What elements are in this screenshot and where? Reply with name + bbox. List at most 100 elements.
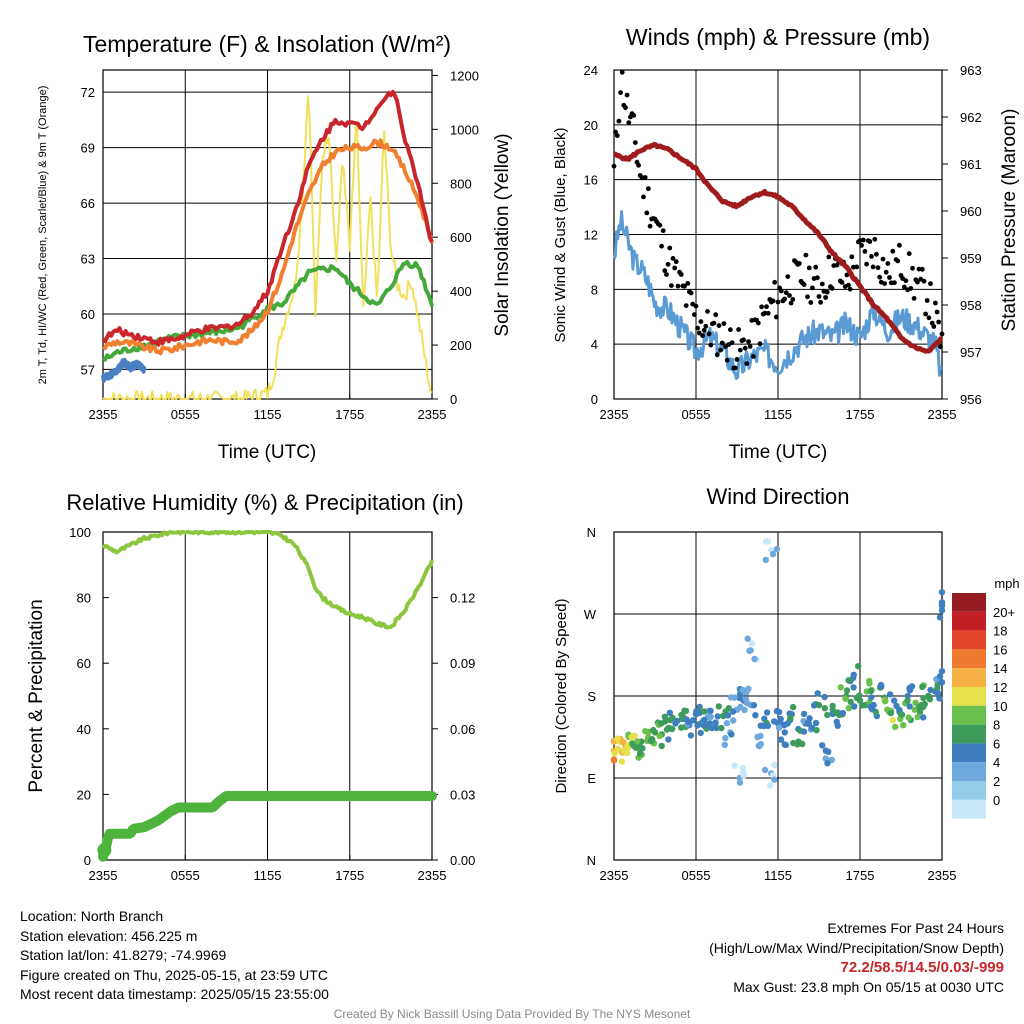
gust-point [611, 163, 617, 169]
gust-point [887, 275, 892, 280]
dir-point [775, 724, 783, 731]
gust-point [815, 275, 820, 281]
dir-point [819, 742, 826, 749]
gust-point [737, 347, 743, 353]
rh-series-precipitation [98, 791, 437, 862]
gust-point [619, 69, 625, 75]
dir-point [914, 713, 921, 721]
gust-point [624, 92, 630, 98]
dir-point [729, 708, 737, 715]
temp-ylabel-left-1: 60 [81, 307, 95, 322]
gust-point [882, 281, 887, 286]
gust-point [631, 113, 637, 118]
gust-point [642, 175, 648, 180]
gust-point [665, 261, 671, 267]
precip-start-marker [97, 843, 112, 858]
dir-xtick-label-1: 0555 [682, 868, 711, 883]
dir-point [906, 703, 913, 710]
gust-point [751, 354, 756, 359]
gust-point [647, 223, 653, 229]
gust-point [632, 140, 638, 146]
dir-point [628, 733, 635, 741]
gust-point [701, 327, 707, 333]
gust-point [783, 290, 789, 296]
gust-point [869, 254, 874, 259]
gust-point [824, 289, 830, 295]
gust-point [801, 282, 807, 288]
rh-ylabel-left-4: 80 [77, 591, 91, 606]
wind-xtick-label-2: 1155 [764, 407, 792, 422]
dir-point [851, 703, 858, 710]
gust-point [906, 251, 912, 256]
dir-point [837, 684, 844, 691]
gust-point [695, 325, 700, 331]
gust-point [644, 210, 650, 216]
dir-point [647, 737, 654, 745]
gust-point [816, 294, 822, 299]
dir-point [936, 695, 943, 702]
gust-point [870, 264, 876, 270]
gust-point [826, 254, 832, 260]
gust-point [700, 333, 705, 338]
dir-point [842, 695, 849, 702]
dir-point [850, 671, 857, 678]
gust-point [759, 304, 764, 310]
speed-legend [952, 593, 986, 819]
dir-point [668, 725, 676, 733]
dir-point [905, 714, 912, 721]
dir-frame [613, 531, 943, 861]
dir-point [904, 692, 911, 700]
dir-point [911, 706, 918, 713]
wind-ylabel-right-6: 962 [960, 110, 982, 125]
gust-point [713, 312, 719, 318]
gust-point [772, 279, 778, 285]
dir-point [938, 602, 946, 609]
dir-point [845, 677, 852, 684]
gust-point [924, 298, 930, 303]
dir-point [886, 691, 894, 698]
gust-point [911, 296, 917, 301]
gust-point [719, 340, 725, 346]
gust-point [897, 242, 902, 248]
gust-point [708, 342, 714, 348]
dir-point [867, 687, 875, 695]
rh-ylabel-right-0: 0.00 [450, 853, 475, 868]
gust-point [847, 286, 853, 292]
dir-point [936, 614, 944, 621]
gust-point [742, 345, 748, 351]
dir-point [829, 702, 836, 710]
legend-swatch-4 [952, 668, 986, 687]
dir-point [715, 703, 722, 710]
dir-point [623, 749, 631, 756]
gust-point [716, 323, 722, 328]
legend-label-9: 2 [993, 774, 1000, 789]
gust-point [926, 315, 932, 321]
dir-point [714, 713, 721, 720]
temp-series-9m-t [101, 138, 434, 356]
gust-point [724, 357, 730, 363]
created-text: Figure created on Thu, 2025-05-15, at 23… [20, 966, 328, 983]
wind-ylabel-left-3: 12 [584, 228, 598, 243]
dir-point [661, 718, 669, 725]
dir-point [781, 729, 788, 736]
dir-point [718, 724, 725, 732]
dir-point [769, 550, 777, 558]
wind-xtick-label-0: 2355 [600, 407, 629, 422]
temp-xtick-label-3: 1755 [335, 407, 364, 422]
dir-point [728, 731, 735, 738]
gust-point [660, 228, 666, 234]
gust-point [729, 340, 735, 346]
rh-xtick-label-2: 1155 [254, 868, 282, 883]
dir-point [825, 748, 832, 755]
dir-point [636, 750, 644, 757]
gust-point [849, 254, 855, 260]
gust-point [673, 259, 679, 265]
dir-point [740, 772, 747, 779]
gust-point [774, 314, 779, 320]
gust-point [846, 282, 851, 288]
rh-ylabel-right-2: 0.06 [450, 722, 475, 737]
dir-point [834, 722, 841, 729]
dir-point [868, 706, 876, 713]
gust-point [874, 251, 879, 257]
gust-point [880, 256, 886, 262]
